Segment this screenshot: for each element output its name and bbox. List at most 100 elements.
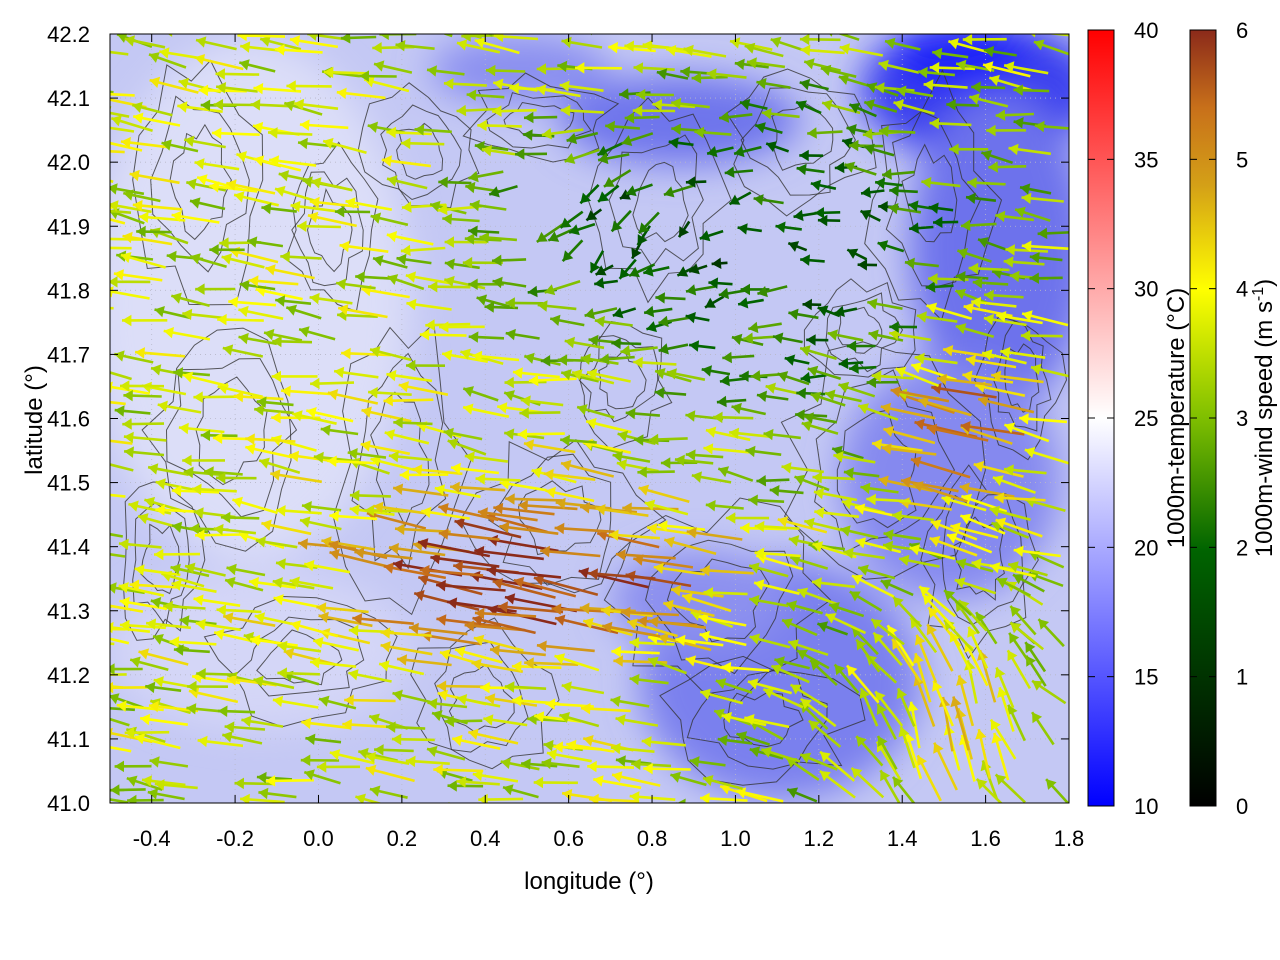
wind-vector-shaft [430,556,500,568]
wind-vector-head [238,305,249,318]
contour-line [380,104,462,201]
wind-vector-head [370,455,381,467]
wind-vector-head [590,34,592,36]
wind-vector-head [180,22,190,34]
contour-line [165,358,298,518]
wind-vector-head [858,403,869,415]
wind-vector-head [319,695,330,707]
wind-vector-head [191,483,202,495]
wind-vector-head [671,584,681,597]
wind-vector-head [173,367,184,379]
contour-line [434,641,529,753]
contour-line [825,292,904,373]
wind-vector-head [113,269,124,281]
wind-vector-head [701,365,712,377]
wind-vector-head [910,456,922,468]
wind-vector-head [624,40,634,52]
wind-vector-head [515,148,525,160]
wind-vector-shaft [554,526,615,534]
wind-vector-head [686,527,697,539]
wind-vector-head [272,577,283,589]
wind-vector-head [739,98,751,111]
wind-vector-head [443,427,454,439]
wind-vector-head [311,177,322,189]
wind-vector-head [554,653,566,665]
wind-vectors [96,17,1069,803]
wind-vector-head [889,321,899,333]
wind-vector-head [610,695,621,707]
wind-vector-head [587,760,597,773]
wind-vector-head [313,451,324,464]
wind-vector-head [444,236,454,248]
wind-vector-head [588,568,598,580]
wind-vector-head [540,545,550,558]
wind-vector-head [800,752,812,764]
wind-vector-shaft [110,637,130,645]
wind-vector-head [717,734,728,746]
wind-vector-head [428,281,438,293]
wind-vector-head [96,233,105,245]
wind-vector-head [641,736,652,748]
wind-vector-head [1026,655,1036,667]
wind-vector-head [721,711,732,724]
wind-vector-head [796,387,806,399]
wind-vector-head [182,454,192,467]
wind-vector-head [493,502,504,515]
wind-vector-head [154,779,165,791]
wind-vector-head [685,176,696,188]
wind-vector-head [110,200,119,212]
wind-vector-head [976,778,988,790]
wind-vector-head [200,99,211,111]
wind-vector-head [617,430,629,442]
wind-vector-head [155,478,166,490]
wind-vector-head [893,596,904,608]
wind-vector-head [427,65,437,77]
wind-vector-head [561,369,572,381]
wind-vector-head [620,345,631,357]
wind-vector-head [472,350,483,363]
wind-vector-head [633,62,644,74]
wind-vector-head [864,143,875,155]
wind-vector-head [961,493,973,505]
wind-vector-head [610,742,621,755]
wind-vector-head [782,618,793,629]
wind-vector-head [856,639,867,651]
wind-vector-head [226,563,237,576]
wind-vector-head [909,222,919,234]
wind-vector-head [345,197,356,209]
wind-vector-head [840,525,851,537]
wind-vector-head [982,349,993,361]
wind-vector-head [387,175,398,187]
wind-vector-head [334,366,345,379]
wind-vector-head [461,34,471,42]
wind-vector-head [197,174,208,186]
wind-vector-head [190,253,201,265]
wind-vector-head [523,439,535,451]
wind-vector-head [989,562,1001,574]
wind-vector-head [380,641,391,653]
wind-vector-head [731,402,742,415]
wind-vector-head [110,286,114,298]
wind-vector-head [194,17,204,28]
wind-vector-head [187,680,197,693]
wind-vector-head [546,749,558,761]
wind-vector-head [827,329,838,341]
wind-vector-head [929,117,940,130]
wind-vector-head [348,669,359,681]
wind-vector-head [889,328,900,341]
wind-vector-head [871,370,882,382]
wind-vector-head [186,178,197,190]
wind-vector-head [781,462,792,474]
wind-vector-head [994,492,1005,504]
wind-vector-head [209,181,220,193]
wind-vector-head [737,223,748,235]
wind-vector-shaft [438,505,499,522]
wind-vector-head [391,733,402,746]
wind-vector-head [289,576,300,588]
wind-vector-head [871,619,883,630]
wind-vector-head [810,391,822,403]
wind-vector-head [561,681,572,693]
wind-vector-head [471,658,482,670]
wind-vector-head [588,334,599,347]
wind-vector-head [955,288,967,300]
